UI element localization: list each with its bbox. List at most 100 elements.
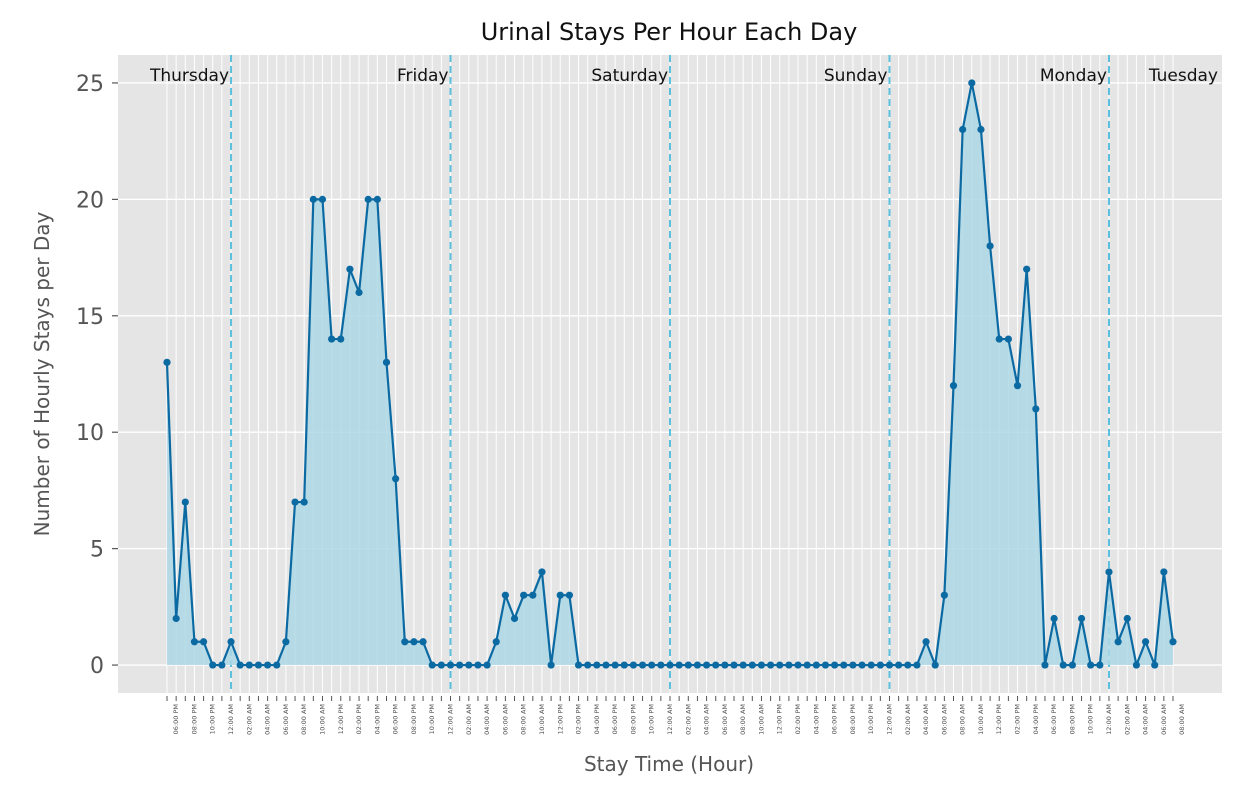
data-point — [940, 591, 948, 599]
data-point — [657, 661, 665, 669]
x-tick-label: 02:00 AM — [684, 704, 692, 735]
data-point — [666, 661, 674, 669]
data-point — [1059, 661, 1067, 669]
data-point — [794, 661, 802, 669]
data-point — [867, 661, 875, 669]
data-point — [904, 661, 912, 669]
data-point — [382, 358, 391, 366]
data-point — [318, 195, 327, 203]
y-axis-ticks: 0 5 10 15 20 25 — [76, 72, 118, 679]
y-tick-label: 15 — [76, 305, 104, 330]
data-point — [328, 335, 336, 343]
data-point — [209, 661, 217, 669]
data-point — [959, 125, 967, 134]
data-point — [885, 661, 894, 669]
data-point — [629, 661, 638, 669]
data-point — [1151, 661, 1159, 669]
data-point — [346, 265, 354, 273]
x-tick-label: 08:00 PM — [190, 704, 198, 734]
x-tick-label: 08:00 PM — [1068, 704, 1076, 734]
data-point — [1032, 405, 1040, 413]
x-tick-label: 06:00 PM — [831, 704, 839, 734]
x-tick-label: 06:00 PM — [1050, 704, 1058, 734]
data-point — [181, 498, 189, 506]
data-point — [858, 661, 866, 669]
data-point — [977, 125, 985, 134]
data-point — [474, 661, 482, 669]
data-point — [776, 661, 784, 669]
x-tick-label: 04:00 PM — [593, 704, 601, 734]
data-point — [291, 498, 299, 506]
x-tick-label: 06:00 PM — [172, 704, 180, 734]
data-point — [273, 661, 281, 669]
data-point — [1087, 661, 1095, 669]
x-tick-label: 04:00 PM — [812, 704, 820, 734]
x-tick-label: 02:00 PM — [1014, 704, 1022, 734]
data-point — [410, 638, 418, 646]
data-point — [529, 591, 537, 599]
data-point — [1141, 638, 1150, 646]
data-point — [702, 661, 711, 669]
x-tick-label: 02:00 AM — [1123, 704, 1131, 735]
data-point — [510, 614, 519, 623]
data-point — [574, 661, 583, 669]
data-point — [1160, 568, 1168, 576]
x-tick-label: 04:00 PM — [373, 704, 381, 734]
data-point — [309, 195, 317, 203]
data-point — [364, 195, 372, 203]
series-fill — [167, 82, 1173, 666]
data-point — [821, 661, 830, 669]
data-point — [922, 638, 930, 646]
x-tick-label: 06:00 PM — [611, 704, 619, 734]
data-point — [1077, 614, 1086, 623]
data-point — [620, 661, 628, 669]
x-tick-label: 04:00 AM — [1142, 704, 1150, 735]
data-point — [456, 661, 464, 669]
data-point — [236, 661, 244, 669]
data-point — [602, 661, 610, 669]
data-point — [831, 661, 839, 669]
x-tick-label: 12:00 PM — [776, 704, 784, 734]
x-tick-label: 10:00 PM — [648, 704, 656, 734]
data-point — [693, 661, 702, 669]
data-point — [1041, 661, 1049, 669]
x-tick-label: 06:00 AM — [721, 704, 729, 735]
day-label: Sunday — [824, 66, 888, 86]
data-point — [428, 661, 436, 669]
x-tick-label: 04:00 PM — [1032, 704, 1040, 734]
y-tick-label: 5 — [90, 538, 104, 563]
x-tick-label: 12:00 PM — [556, 704, 564, 734]
data-point — [172, 614, 180, 623]
data-point — [584, 661, 592, 669]
day-label: Friday — [397, 66, 449, 86]
x-tick-label: 04:00 AM — [922, 704, 930, 735]
data-point — [199, 638, 208, 646]
x-tick-label: 06:00 PM — [392, 704, 400, 734]
x-tick-label: 04:00 AM — [703, 704, 711, 735]
data-point — [1096, 661, 1104, 669]
data-point — [245, 661, 253, 669]
y-tick-label: 20 — [76, 188, 104, 213]
x-tick-label: 08:00 PM — [410, 704, 418, 734]
data-point — [282, 638, 290, 646]
day-label: Saturday — [591, 66, 668, 86]
x-tick-label: 10:00 PM — [428, 704, 436, 734]
data-point — [785, 661, 793, 669]
data-point — [565, 591, 574, 599]
x-tick-label: 12:00 AM — [447, 704, 455, 735]
data-point — [757, 661, 766, 669]
data-point — [437, 661, 445, 669]
x-tick-label: 12:00 AM — [885, 704, 893, 735]
data-point — [895, 661, 903, 669]
x-tick-label: 02:00 AM — [465, 704, 473, 735]
x-tick-label: 02:00 AM — [245, 704, 253, 735]
data-point — [227, 638, 235, 646]
data-point — [803, 661, 811, 669]
data-point — [483, 661, 491, 669]
x-tick-label: 12:00 AM — [1105, 704, 1113, 735]
x-tick-label: 12:00 AM — [666, 704, 674, 735]
x-axis-label: Stay Time (Hour) — [584, 752, 754, 776]
data-point — [520, 591, 528, 599]
data-point — [684, 661, 692, 669]
data-point — [1114, 638, 1122, 646]
